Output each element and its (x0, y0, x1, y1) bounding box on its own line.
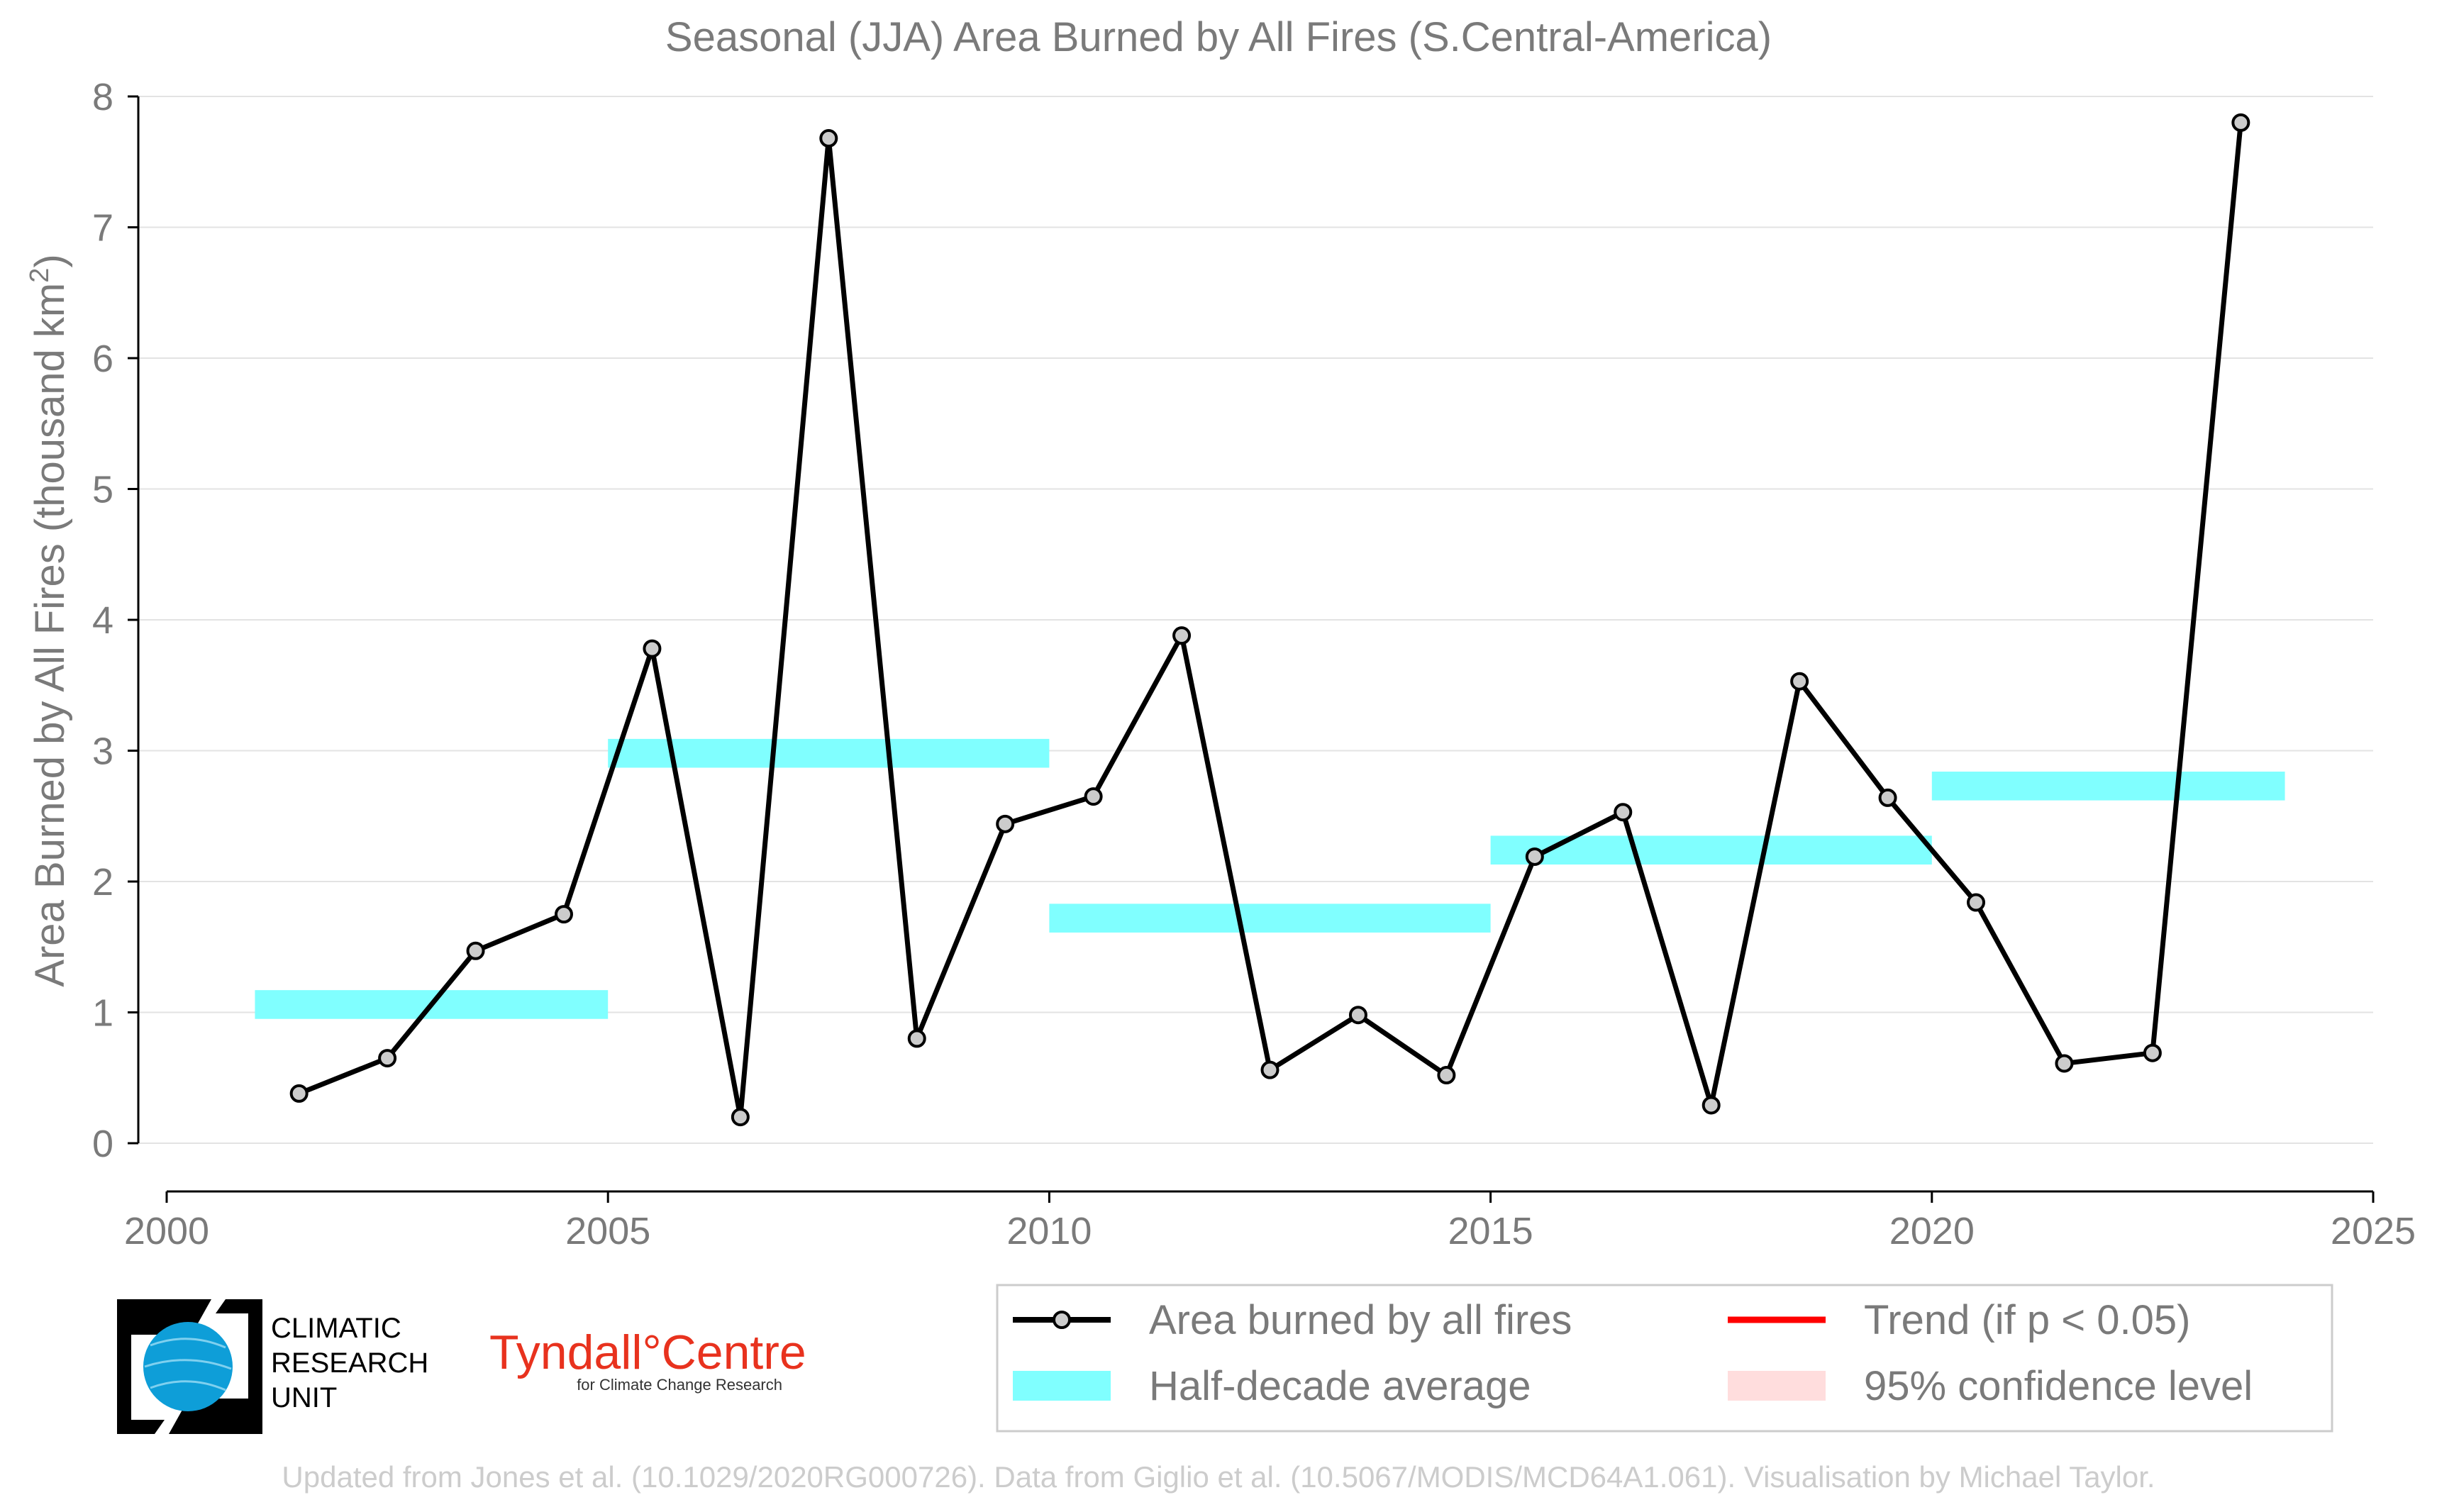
data-point-2017.5 (1702, 1096, 1721, 1115)
legend-label-half-decade: Half-decade average (1149, 1363, 1531, 1409)
data-point-2022.5 (2143, 1043, 2162, 1062)
data-point-2023.5 (2231, 113, 2250, 132)
globe-icon (143, 1322, 233, 1411)
legend-label-confidence: 95% confidence level (1864, 1363, 2253, 1409)
series-points (289, 113, 2250, 1127)
x-ticks: 2000 2005 2010 2015 2020 2025 (124, 1191, 2416, 1252)
data-point-2015.5 (1525, 847, 1544, 866)
x-tick-label-2020: 2020 (1889, 1210, 1975, 1252)
y-axis-label-sup: 2 (25, 268, 55, 283)
data-point-2005.5 (643, 639, 662, 658)
legend-label-area-burned: Area burned by all fires (1149, 1297, 1572, 1343)
y-ticks: 0 1 2 3 4 5 6 7 8 (92, 76, 138, 1165)
data-point-2012.5 (1260, 1060, 1279, 1079)
footer-attribution: Updated from Jones et al. (10.1029/2020R… (282, 1460, 2155, 1494)
cru-logo-line1: CLIMATIC (271, 1313, 401, 1344)
data-point-2016.5 (1614, 803, 1633, 822)
data-point-2008.5 (907, 1029, 926, 1048)
data-point-2014.5 (1437, 1066, 1456, 1085)
legend: Area burned by all fires Trend (if p < 0… (996, 1284, 2333, 1433)
x-tick-label-2000: 2000 (124, 1210, 209, 1252)
y-tick-label-1: 1 (92, 992, 113, 1035)
x-tick-label-2015: 2015 (1448, 1210, 1533, 1252)
legend-box (996, 1284, 2333, 1433)
data-point-2007.5 (819, 129, 838, 148)
y-tick-label-3: 3 (92, 730, 113, 773)
legend-label-trend: Trend (if p < 0.05) (1864, 1297, 2190, 1343)
data-point-2006.5 (731, 1108, 750, 1127)
x-tick-label-2025: 2025 (2331, 1210, 2416, 1252)
y-tick-label-5: 5 (92, 469, 113, 511)
x-tick-label-2010: 2010 (1006, 1210, 1092, 1252)
legend-swatch-half-decade (1013, 1371, 1111, 1401)
data-point-2003.5 (466, 941, 485, 960)
half-decade-average-bar-5 (1931, 772, 2285, 801)
data-point-2021.5 (2055, 1054, 2074, 1073)
cru-logo: CLIMATIC RESEARCH UNIT (117, 1299, 428, 1434)
data-point-2001.5 (289, 1084, 309, 1103)
cru-logo-line3: UNIT (271, 1382, 337, 1413)
legend-swatch-confidence (1728, 1371, 1826, 1401)
data-point-2009.5 (996, 814, 1015, 833)
data-point-2020.5 (1967, 893, 1986, 912)
half-decade-average-bar-4 (1490, 835, 1932, 865)
data-point-2004.5 (554, 905, 573, 924)
y-tick-label-6: 6 (92, 338, 113, 380)
half-decade-average-bars (255, 738, 2285, 1019)
y-axis-label-main: Area Burned by All Fires (thousand km (27, 283, 73, 987)
y-tick-label-8: 8 (92, 76, 113, 118)
half-decade-average-bar-2 (608, 738, 1050, 768)
legend-marker-area-burned (1053, 1311, 1071, 1329)
data-point-2002.5 (378, 1049, 397, 1068)
tyndall-logo-main: Tyndall°Centre (489, 1325, 806, 1379)
y-tick-label-7: 7 (92, 207, 113, 250)
axes (137, 96, 2373, 1193)
half-decade-average-bar-3 (1049, 904, 1491, 933)
data-point-2019.5 (1878, 788, 1897, 807)
globe-lines (144, 1338, 232, 1391)
y-tick-label-4: 4 (92, 599, 113, 642)
cru-logo-line2: RESEARCH (271, 1347, 428, 1379)
data-point-2013.5 (1348, 1006, 1367, 1025)
chart-title: Seasonal (JJA) Area Burned by All Fires … (665, 14, 1772, 60)
data-point-2018.5 (1790, 672, 1809, 691)
y-tick-label-0: 0 (92, 1123, 113, 1165)
data-point-2010.5 (1084, 787, 1103, 806)
x-tick-label-2005: 2005 (565, 1210, 650, 1252)
y-axis-label-close: ) (27, 254, 73, 267)
y-axis-label: Area Burned by All Fires (thousand km2) (25, 254, 73, 986)
tyndall-logo: Tyndall°Centre for Climate Change Resear… (489, 1325, 806, 1394)
tyndall-logo-sub: for Climate Change Research (577, 1376, 782, 1394)
y-tick-label-2: 2 (92, 861, 113, 904)
data-point-2011.5 (1172, 626, 1192, 645)
